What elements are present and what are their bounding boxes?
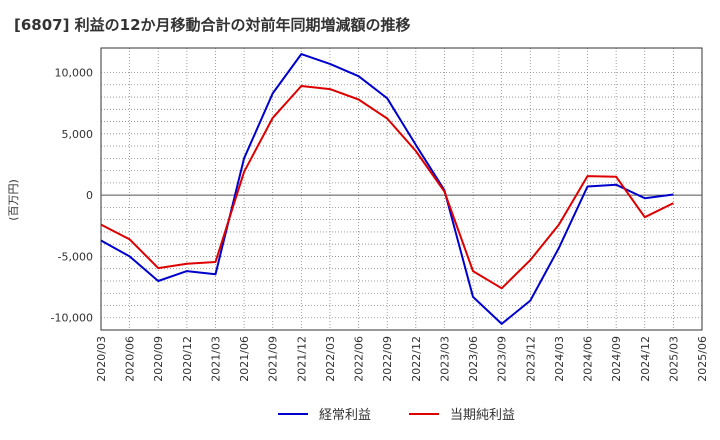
chart-title: [6807] 利益の12か月移動合計の対前年同期増減額の推移 <box>14 16 411 34</box>
y-tick-label: -5,000 <box>58 250 93 263</box>
x-tick-label: 2021/06 <box>238 336 251 382</box>
x-tick-label: 2021/12 <box>295 336 308 382</box>
x-tick-label: 2023/09 <box>496 336 509 382</box>
x-axis-ticks: 2020/03 2020/06 2020/09 2020/12 2021/03 2021/… <box>95 336 709 382</box>
y-tick-label: 0 <box>86 189 93 202</box>
x-tick-label: 2024/09 <box>610 336 623 382</box>
x-tick-label: 2025/06 <box>696 336 709 382</box>
x-tick-label: 2025/03 <box>667 336 680 382</box>
x-tick-label: 2020/06 <box>124 336 137 382</box>
series-line-2 <box>100 85 674 290</box>
x-tick-label: 2022/06 <box>353 336 366 382</box>
y-tick-label: 5,000 <box>62 128 94 141</box>
x-tick-label: 2023/03 <box>438 336 451 382</box>
grid <box>101 48 702 330</box>
x-tick-label: 2022/09 <box>381 336 394 382</box>
x-tick-label: 2021/03 <box>209 336 222 382</box>
y-axis-ticks: 10,000 5,000 0 -5,000 -10,000 <box>51 67 93 325</box>
legend-label-1: 経常利益 <box>319 408 371 423</box>
x-tick-label: 2022/03 <box>324 336 337 382</box>
x-tick-label: 2021/09 <box>267 336 280 382</box>
plot-border <box>100 47 703 331</box>
y-tick-label: -10,000 <box>51 312 93 325</box>
y-tick-label: 10,000 <box>55 67 94 80</box>
x-tick-label: 2020/12 <box>181 336 194 382</box>
x-tick-label: 2022/12 <box>410 336 423 382</box>
x-tick-label: 2024/03 <box>553 336 566 382</box>
legend-label-2: 当期純利益 <box>450 408 515 423</box>
y-axis-label: (百万円) <box>7 179 20 221</box>
legend: 経常利益 当期純利益 <box>278 408 515 423</box>
x-tick-label: 2024/12 <box>639 336 652 382</box>
x-tick-label: 2023/06 <box>467 336 480 382</box>
series-lines <box>100 53 674 325</box>
x-tick-label: 2020/09 <box>152 336 165 382</box>
x-tick-label: 2024/06 <box>582 336 595 382</box>
series-line-1 <box>100 53 674 325</box>
x-tick-label: 2020/03 <box>95 336 108 382</box>
x-tick-label: 2023/12 <box>524 336 537 382</box>
